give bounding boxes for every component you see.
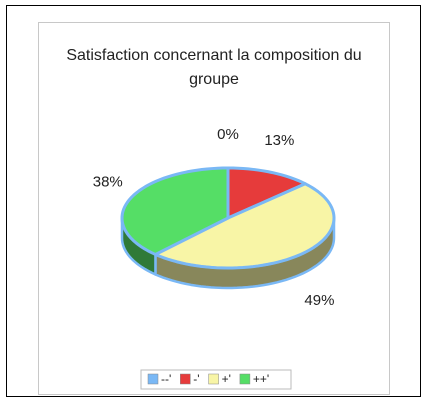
- pie-slice: [120, 166, 230, 256]
- legend-swatch: [147, 373, 159, 385]
- pie-slice: [153, 182, 336, 270]
- chart-area: [38, 22, 390, 395]
- legend-label: ++': [253, 372, 269, 386]
- legend-label: -': [193, 372, 199, 386]
- chart-title: Satisfaction concernant la composition d…: [66, 47, 362, 88]
- data-label: 38%: [93, 173, 123, 190]
- data-label: 13%: [264, 132, 294, 149]
- legend-label: +': [222, 372, 231, 386]
- legend-swatch: [239, 373, 251, 385]
- legend-swatch: [208, 373, 219, 385]
- legend-swatch: [180, 373, 191, 385]
- data-label: 0%: [217, 126, 239, 143]
- frame: [6, 5, 421, 397]
- pie-slice: [226, 166, 307, 220]
- legend-label: --': [161, 372, 171, 386]
- data-label: 49%: [304, 292, 334, 309]
